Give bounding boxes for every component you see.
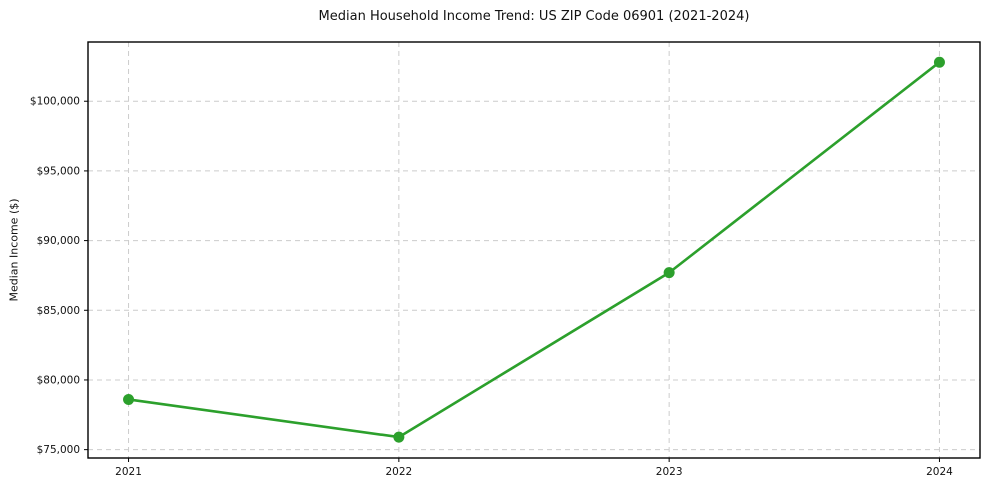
x-tick-label: 2021	[115, 466, 142, 478]
y-tick-label: $80,000	[37, 374, 80, 386]
data-point-marker	[123, 393, 135, 405]
y-tick-label: $100,000	[30, 96, 80, 108]
y-tick-label: $95,000	[37, 165, 80, 177]
chart-title: Median Household Income Trend: US ZIP Co…	[318, 9, 750, 24]
y-tick-label: $75,000	[37, 444, 80, 456]
x-tick-label: 2023	[656, 466, 683, 478]
y-tick-label: $85,000	[37, 305, 80, 317]
trend-line	[127, 60, 941, 439]
x-tick-label: 2022	[385, 466, 412, 478]
plot-border	[87, 41, 981, 459]
y-tick-label: $90,000	[37, 235, 80, 247]
x-tick-label: 2024	[926, 466, 953, 478]
data-point-marker	[663, 267, 675, 279]
data-point-marker	[393, 431, 405, 443]
data-point-marker	[933, 56, 945, 68]
